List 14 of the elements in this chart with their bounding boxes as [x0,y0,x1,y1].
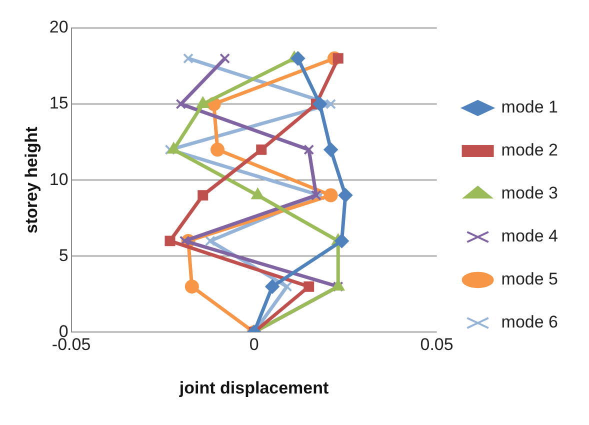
x-axis-title: joint displacement [178,378,330,398]
y-axis-title: storey height [22,126,41,234]
y-tick-label: 20 [49,18,68,37]
legend-label: mode 3 [501,184,558,203]
y-tick-label: 10 [49,170,68,189]
y-tick-label: 5 [58,246,68,265]
legend-label: mode 6 [501,312,558,332]
x-tick-label: 0.05 [420,335,454,354]
legend-label: mode 2 [501,140,558,160]
legend-label: mode 5 [501,270,558,289]
legend-label: mode 1 [501,98,558,117]
legend-label: mode 4 [501,226,558,246]
y-tick-label: 15 [49,94,68,113]
x-tick-label: 0 [249,335,259,354]
